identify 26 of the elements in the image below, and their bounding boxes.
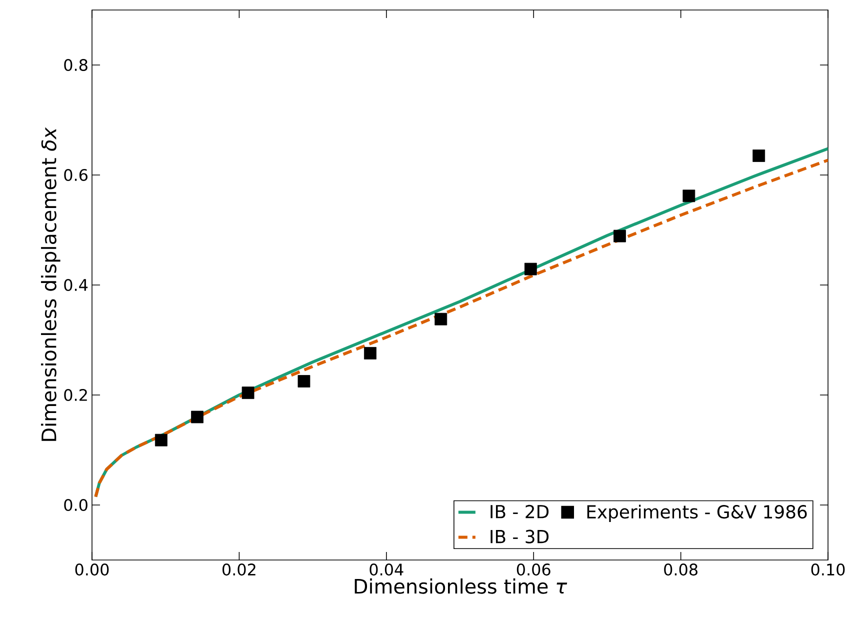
- point: [682, 190, 696, 202]
- point: [614, 230, 626, 242]
- y-tick-label: 0.2: [64, 388, 87, 402]
- legend-label: IB - 3D: [490, 530, 549, 544]
- point: [364, 346, 376, 360]
- y-tick-label: 0.6: [64, 168, 88, 182]
- point: [154, 434, 168, 446]
- x-axis-title: Dimensionless time τ: [354, 578, 568, 594]
- x-tick-label: 0.02: [222, 564, 256, 576]
- y-axis-title: Dimensionless displacement δx: [41, 127, 60, 441]
- point: [524, 262, 537, 276]
- x-tick-label: 0.06: [516, 564, 550, 576]
- y-tick-label: 0.4: [64, 278, 88, 292]
- point: [752, 150, 766, 162]
- y-tick-label: 0.8: [64, 58, 88, 72]
- x-tick-label: 0.10: [811, 564, 845, 576]
- x-tick-label: 0.08: [664, 564, 698, 576]
- x-tick-label: 0.04: [370, 564, 404, 576]
- legend-label: IB - 2D: [490, 504, 549, 518]
- y-tick-label: 0.0: [64, 498, 88, 512]
- point: [191, 410, 204, 424]
- point: [298, 375, 310, 388]
- x-tick-label: 0.00: [75, 564, 109, 576]
- point: [434, 312, 448, 326]
- legend-label: Experiments - G&V 1986: [587, 504, 807, 522]
- point: [242, 386, 254, 399]
